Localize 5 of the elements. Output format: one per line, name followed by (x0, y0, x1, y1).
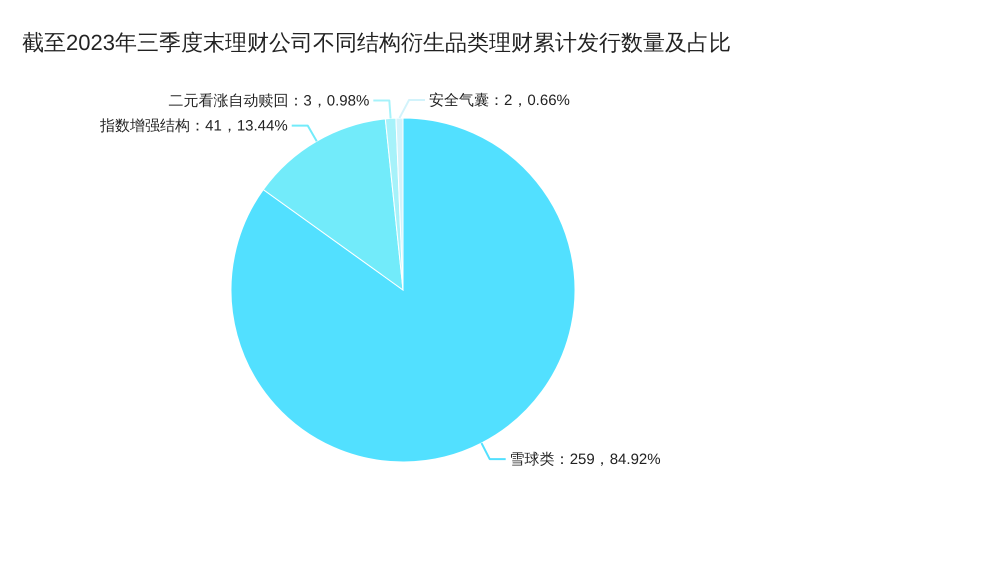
slice-label: 安全气囊：2，0.66% (429, 92, 570, 110)
slice-label: 二元看涨自动赎回：3，0.98% (168, 92, 370, 110)
chart-title: 截至2023年三季度末理财公司不同结构衍生品类理财累计发行数量及占比 (22, 30, 731, 55)
slice-label: 雪球类：259，84.92% (510, 451, 661, 468)
slice-label: 指数增强结构：41，13.44% (99, 118, 288, 135)
